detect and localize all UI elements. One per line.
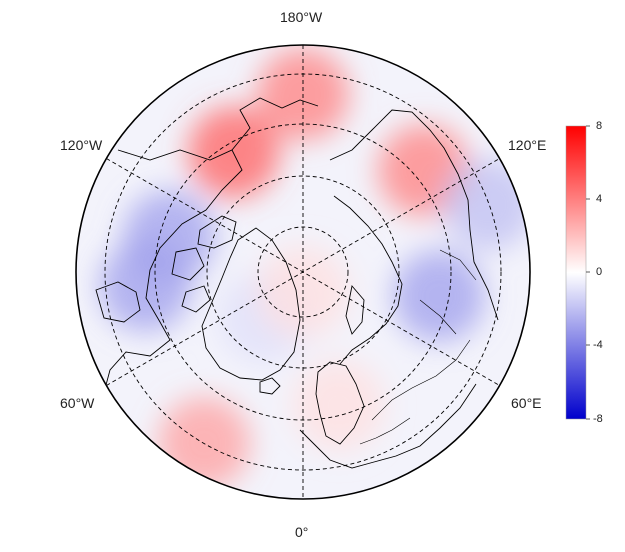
hudson-bay-outline [95, 281, 141, 323]
scandinavia-outline [315, 361, 365, 445]
europe-coast [299, 383, 477, 469]
coastlines [95, 97, 499, 469]
anomaly-hudson-cool [99, 239, 192, 332]
lon-label-60w: 60°W [60, 395, 95, 411]
cb-label-0: 0 [596, 266, 603, 278]
greenland-outline [201, 227, 301, 381]
lon-label-180w: 180°W [280, 9, 323, 25]
lon-label-60e: 60°E [511, 395, 542, 411]
north-america-coast [101, 149, 243, 401]
lon-label-120e: 120°E [508, 137, 547, 153]
russia-arctic-coast [333, 195, 403, 365]
anomaly-east-asia-cool [442, 158, 530, 251]
anomaly-siberia-cool [393, 250, 486, 342]
anomaly-alaska-warm [187, 106, 280, 199]
meridian-120e-60w [106, 158, 500, 386]
cb-label-4: 4 [596, 193, 603, 205]
alaska-coast [231, 97, 319, 151]
map-border [75, 44, 531, 500]
graticule [104, 45, 502, 499]
cb-label-m4: -4 [593, 339, 603, 351]
lon-label-120w: 120°W [60, 137, 103, 153]
anomaly-europe-mixed [292, 359, 385, 452]
cb-label-m8: -8 [593, 413, 603, 425]
siberia-coast [329, 109, 499, 321]
novaya-zemlya-outline [345, 285, 365, 335]
eurasia-borders [359, 249, 477, 445]
colorbar [565, 125, 587, 420]
cb-label-8: 8 [596, 120, 603, 132]
iceland-outline [259, 377, 281, 395]
canadian-archipelago-outline [171, 215, 237, 313]
lat-circle-60 [154, 123, 452, 421]
anomaly-north-atlantic-warm [158, 397, 251, 489]
lon-label-0: 0° [295, 524, 309, 540]
colorbar-ticks [586, 125, 590, 420]
